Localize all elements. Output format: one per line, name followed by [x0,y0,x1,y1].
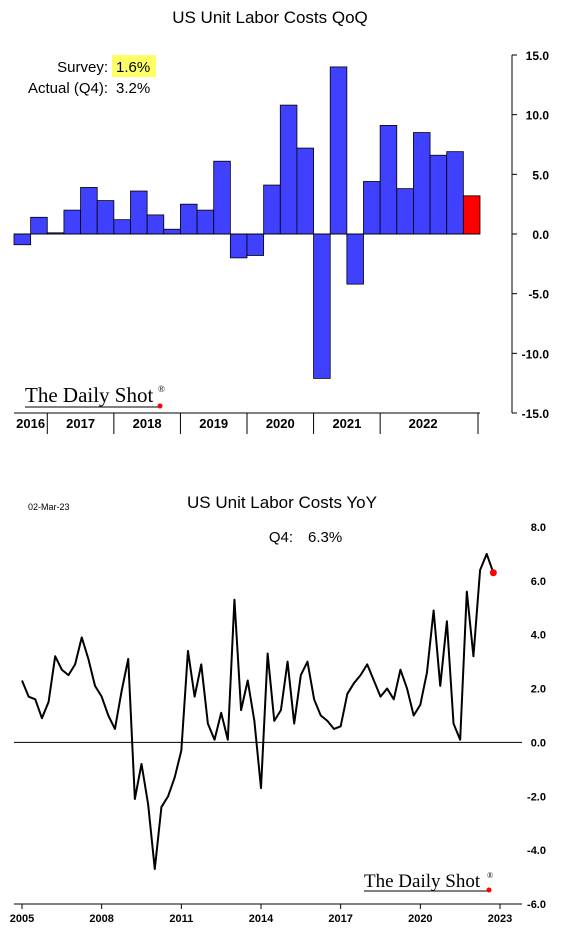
qoq-bar [446,151,464,235]
qoq-bar [413,132,431,235]
yoy-y-tick-label: -2.0 [527,791,546,803]
survey-value: 1.6% [116,59,150,76]
yoy-chart: 02-Mar-23 US Unit Labor Costs YoY Q4: 6.… [0,480,564,951]
actual-label: Actual (Q4): [28,80,108,97]
yoy-y-tick-label: 6.0 [531,576,546,588]
qoq-bar [163,228,181,235]
yoy-y-tick-label: 2.0 [531,684,546,696]
qoq-bar [113,219,131,235]
yoy-x-tick-label: 2017 [328,913,352,925]
qoq-y-tick-label: 5.0 [532,168,549,182]
qoq-bar [429,154,448,235]
yoy-y-tick-label: -4.0 [527,845,546,857]
qoq-bar [246,233,265,256]
qoq-bar [313,233,331,379]
q4-label: Q4: [269,529,293,546]
qoq-bar [296,147,314,235]
qoq-bar [346,233,364,285]
yoy-y-tick-label: 8.0 [531,522,546,534]
yoy-x-tick-label: 2020 [408,913,432,925]
qoq-y-tick-label: -10.0 [522,347,550,361]
qoq-year-label: 2020 [266,416,295,431]
yoy-x-tick-label: 2005 [10,913,34,925]
yoy-y-tick-label: 0.0 [531,737,546,749]
date-note: 02-Mar-23 [28,502,70,512]
qoq-bar [30,216,48,235]
qoq-bar [462,195,481,235]
yoy-x-tick-label: 2014 [249,913,274,925]
yoy-x-tick-label: 2011 [169,913,193,925]
qoq-y-tick-label: -15.0 [522,407,550,421]
qoq-bar [196,209,215,235]
qoq-bar [329,66,348,235]
qoq-y-tick-label: 0.0 [532,228,549,242]
qoq-y-tick-label: -5.0 [528,288,549,302]
qoq-bar [379,125,398,235]
yoy-y-tick-label: 4.0 [531,630,546,642]
yoy-x-tick-label: 2008 [89,913,113,925]
daily-shot-logo-2: The Daily Shot [364,871,481,892]
qoq-bar [229,233,248,259]
qoq-bar [180,203,198,235]
qoq-year-label: 2017 [66,416,95,431]
qoq-bar [396,188,414,235]
qoq-bar [13,233,32,246]
daily-shot-logo: The Daily Shot [25,383,153,407]
qoq-y-tick-label: 15.0 [526,49,550,63]
yoy-y-tick-label: -6.0 [527,899,546,911]
qoq-bar [363,181,381,235]
yoy-series-line [21,552,495,870]
daily-shot-registered-mark: ® [158,384,165,394]
qoq-year-label: 2016 [16,416,45,431]
q4-value: 6.3% [308,529,342,546]
qoq-chart-svg: US Unit Labor Costs QoQ 15.0 10.0 5.0 0.0 -5… [13,8,550,434]
yoy-chart-title: US Unit Labor Costs YoY [187,493,377,512]
survey-highlight [112,55,156,77]
qoq-chart: US Unit Labor Costs QoQ 15.0 10.0 5.0 0.0 -5… [0,0,564,440]
qoq-year-label: 2021 [332,416,361,431]
qoq-bar [96,200,115,235]
yoy-chart-svg: 02-Mar-23 US Unit Labor Costs YoY Q4: 6.… [10,493,546,925]
qoq-bar [146,214,165,235]
qoq-year-label: 2022 [409,416,438,431]
qoq-bar [80,187,98,235]
qoq-bar [279,104,298,235]
actual-value: 3.2% [116,80,150,97]
survey-label: Survey: [57,59,108,76]
qoq-bar [213,160,231,235]
qoq-bar [63,209,81,235]
logo-dot [157,403,163,409]
qoq-year-label: 2018 [133,416,162,431]
qoq-chart-title: US Unit Labor Costs QoQ [172,8,368,27]
qoq-bar [130,190,148,235]
yoy-last-point [489,569,497,577]
daily-shot-registered-mark-2: ® [487,871,493,880]
qoq-y-tick-label: 10.0 [526,109,550,123]
yoy-x-tick-label: 2023 [488,913,512,925]
qoq-year-label: 2019 [199,416,228,431]
qoq-bar [263,184,281,235]
logo-dot-2 [486,887,492,893]
